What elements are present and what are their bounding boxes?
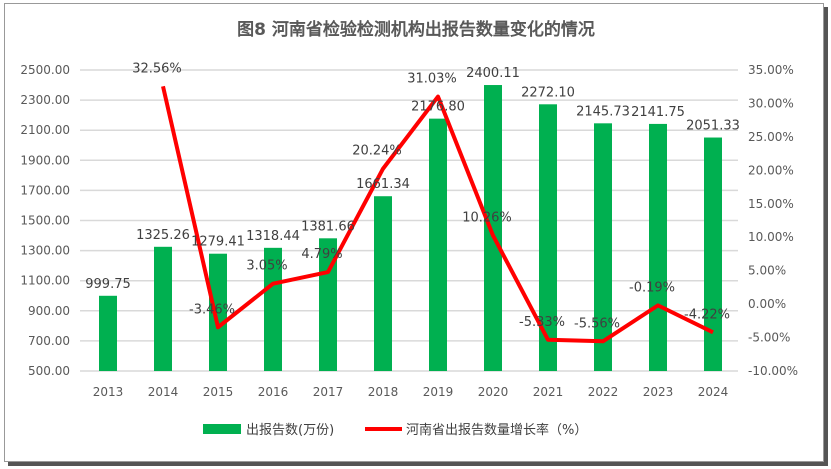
bar-data-label: 2176.80 [411,100,465,115]
x-axis-tick: 2016 [258,385,289,399]
left-axis-tick: 2300.00 [20,93,70,107]
legend-bar-label: 出报告数(万份) [246,423,334,438]
x-axis-tick: 2017 [313,385,344,399]
right-axis-tick: 0.00% [748,297,786,311]
line-data-label: -3.46% [189,302,235,317]
x-axis-tick: 2023 [643,385,674,399]
legend-bar-swatch [203,424,241,434]
line-data-label: -0.19% [629,280,675,295]
bar-data-label: 2400.11 [466,66,520,81]
legend: 出报告数(万份) 河南省出报告数量增长率（%） [203,422,587,438]
legend-line-label: 河南省出报告数量增长率（%） [406,422,587,438]
bar-data-label: 2145.73 [576,104,630,119]
bar-data-label: 1325.26 [136,228,190,243]
x-axis-tick: 2013 [93,385,124,399]
right-axis-tick: 15.00% [748,197,794,211]
left-axis-tick: 1900.00 [20,153,70,167]
chart-title: 图8 河南省检验检测机构出报告数量变化的情况 [237,19,595,40]
left-axis-tick: 1700.00 [20,183,70,197]
line-data-label: 4.79% [301,247,342,262]
right-axis-tick: -5.00% [748,331,790,345]
x-axis-tick: 2015 [203,385,234,399]
line-data-label: -5.56% [574,316,620,331]
right-axis-tick: 10.00% [748,230,794,244]
x-axis-tick: 2021 [533,385,564,399]
left-axis-tick: 1500.00 [20,214,70,228]
right-axis-tick: 35.00% [748,63,794,77]
right-axis-tick: 20.00% [748,163,794,177]
right-axis-tick: 5.00% [748,264,786,278]
line-data-label: 31.03% [407,72,457,87]
bar-data-label: 1381.66 [301,219,355,234]
line-data-label: 20.24% [352,144,402,159]
bar [429,118,447,371]
left-axis-tick: 2500.00 [20,63,70,77]
bar-data-label: 1661.34 [356,177,410,192]
bar-data-label: 1318.44 [246,229,300,244]
x-axis-tick: 2018 [368,385,399,399]
chart-frame [4,3,824,462]
x-axis-tick: 2019 [423,385,454,399]
bar-data-label: 1279.41 [191,235,245,250]
bar [264,247,282,371]
bar [539,104,557,371]
right-axis-tick: -10.00% [748,364,798,378]
bar-data-label: 2051.33 [686,119,740,134]
line-data-label: -4.22% [684,307,730,322]
line-data-label: 32.56% [132,61,182,76]
bar [594,123,612,372]
right-axis-tick: 30.00% [748,96,794,110]
line-data-label: -5.33% [519,315,565,330]
bar [99,295,117,371]
left-axis-tick: 1100.00 [20,274,70,288]
bar [374,196,392,371]
bar-data-label: 2141.75 [631,105,685,120]
bar [484,85,502,371]
bar [154,246,172,371]
left-axis-tick: 700.00 [28,334,70,348]
x-axis-tick: 2020 [478,385,509,399]
right-axis-tick: 25.00% [748,130,794,144]
line-data-label: 10.26% [462,210,512,225]
growth-rate-line [161,85,714,344]
bar [649,123,667,371]
left-axis-tick: 2100.00 [20,123,70,137]
x-axis-tick: 2022 [588,385,619,399]
bar-data-label: 999.75 [85,277,131,292]
line-data-label: 3.05% [246,259,287,274]
left-axis-tick: 1300.00 [20,244,70,258]
bar-data-label: 2272.10 [521,85,575,100]
bar [704,137,722,371]
left-axis-tick: 900.00 [28,304,70,318]
bar [209,253,227,371]
left-axis-tick: 500.00 [28,364,70,378]
x-axis-tick: 2014 [148,385,179,399]
x-axis-tick: 2024 [698,385,729,399]
